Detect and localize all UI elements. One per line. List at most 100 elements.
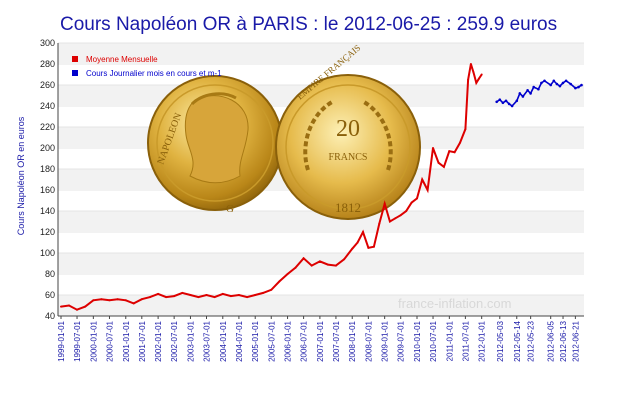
- data-point-daily: [540, 81, 543, 85]
- x-tick-label: 1999-01-01: [57, 320, 66, 361]
- x-tick-label: 2002-07-01: [170, 320, 179, 361]
- y-axis-label: Cours Napoléon OR en euros: [16, 116, 26, 235]
- y-tick-label: 240: [40, 101, 55, 111]
- legend-swatch-monthly: [72, 56, 78, 62]
- x-tick-label: 2005-01-01: [251, 320, 260, 361]
- x-tick-label: 2011-07-01: [461, 320, 470, 361]
- data-point-daily: [498, 98, 502, 101]
- svg-text:20: 20: [336, 116, 360, 142]
- data-point-monthly: [262, 291, 265, 294]
- data-point-monthly: [68, 304, 70, 307]
- y-tick-label: 40: [45, 311, 55, 321]
- y-tick-label: 300: [40, 38, 55, 48]
- x-tick-label: 2012-06-05: [547, 320, 556, 361]
- y-tick-label: 60: [45, 290, 55, 300]
- data-point-daily: [537, 87, 540, 91]
- grid-band: [58, 253, 584, 274]
- y-tick-label: 140: [40, 206, 55, 216]
- x-tick-label: 2010-07-01: [429, 320, 438, 361]
- x-tick-label: 2009-07-01: [397, 320, 406, 361]
- data-point-daily: [521, 95, 525, 98]
- data-point-monthly: [100, 298, 103, 301]
- data-point-daily: [549, 83, 552, 87]
- data-point-daily: [574, 86, 577, 90]
- data-point-monthly: [362, 231, 364, 233]
- data-point-monthly: [149, 296, 151, 299]
- data-point-monthly: [405, 210, 408, 212]
- legend: Moyenne Mensuelle Cours Journalier mois …: [72, 55, 222, 78]
- data-point-monthly: [399, 214, 402, 217]
- data-point-monthly: [437, 161, 440, 164]
- data-point-monthly: [140, 298, 143, 301]
- data-point-monthly: [343, 258, 346, 261]
- svg-text:G: G: [226, 203, 234, 215]
- data-point-monthly: [432, 147, 434, 149]
- x-tick-label: 2012-06-21: [571, 320, 580, 361]
- y-tick-label: 120: [40, 227, 55, 237]
- data-point-daily: [543, 79, 546, 83]
- data-point-monthly: [442, 165, 445, 168]
- data-point-daily: [552, 79, 556, 83]
- data-point-monthly: [124, 299, 127, 302]
- data-point-daily: [510, 104, 514, 108]
- data-point-monthly: [326, 263, 329, 266]
- y-tick-label: 280: [40, 59, 55, 69]
- x-tick-label: 2002-01-01: [154, 320, 163, 361]
- data-point-daily: [518, 92, 522, 95]
- data-point-monthly: [84, 305, 87, 308]
- data-point-monthly: [132, 302, 135, 305]
- legend-label-monthly: Moyenne Mensuelle: [86, 55, 158, 64]
- data-point-monthly: [173, 295, 176, 298]
- data-point-monthly: [459, 141, 461, 144]
- data-point-monthly: [378, 222, 381, 225]
- svg-text:FRANCS: FRANCS: [329, 152, 368, 163]
- data-point-daily: [529, 92, 532, 95]
- data-point-monthly: [453, 151, 456, 154]
- legend-swatch-daily: [72, 70, 78, 76]
- data-point-monthly: [410, 201, 413, 204]
- x-tick-label: 2001-01-01: [122, 320, 131, 361]
- data-point-monthly: [108, 299, 111, 302]
- data-point-monthly: [254, 294, 257, 296]
- data-point-monthly: [221, 292, 224, 295]
- data-point-daily: [555, 82, 559, 86]
- svg-text:1812: 1812: [335, 200, 361, 215]
- x-tick-label: 1999-07-01: [73, 320, 82, 361]
- data-point-monthly: [302, 257, 305, 260]
- data-point-monthly: [76, 308, 78, 311]
- data-point-daily: [564, 79, 568, 83]
- napoleon-coin-portrait-image: NAPOLEON G: [147, 75, 283, 215]
- data-point-monthly: [367, 246, 370, 249]
- data-point-monthly: [464, 128, 467, 131]
- x-tick-label: 2008-01-01: [348, 320, 357, 361]
- grid-band: [58, 211, 584, 232]
- data-point-monthly: [394, 217, 397, 220]
- series-line-monthly: [60, 63, 483, 311]
- data-point-monthly: [383, 202, 386, 205]
- data-point-daily: [526, 89, 529, 92]
- data-point-monthly: [426, 189, 429, 191]
- x-tick-label: 2012-05-03: [496, 320, 505, 361]
- data-point-daily: [569, 82, 572, 86]
- data-point-monthly: [448, 150, 451, 153]
- x-tick-label: 2003-01-01: [186, 320, 195, 361]
- napoleon-coin-reverse-image: 20 FRANCS 1812 EMPIRE FRANÇAIS: [275, 43, 421, 220]
- data-point-monthly: [189, 294, 192, 296]
- legend-label-daily: Cours Journalier mois en cours et m-1: [86, 69, 222, 78]
- y-tick-label: 260: [40, 80, 55, 90]
- data-point-monthly: [334, 264, 337, 267]
- data-point-monthly: [472, 71, 475, 74]
- x-tick-label: 2005-07-01: [267, 320, 276, 361]
- data-point-monthly: [60, 305, 62, 308]
- data-point-daily: [577, 85, 580, 89]
- data-point-monthly: [388, 220, 391, 223]
- data-point-monthly: [356, 241, 359, 244]
- data-point-daily: [507, 102, 511, 106]
- x-tick-label: 2012-05-14: [513, 320, 522, 361]
- x-tick-label: 2000-07-01: [105, 320, 114, 361]
- x-tick-label: 2007-07-01: [332, 320, 341, 361]
- data-point-monthly: [372, 245, 375, 248]
- grid-band: [58, 295, 584, 316]
